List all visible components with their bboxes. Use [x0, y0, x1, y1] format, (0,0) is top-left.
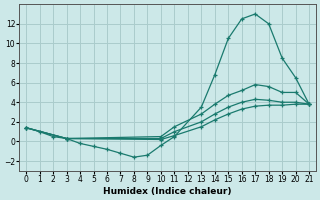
X-axis label: Humidex (Indice chaleur): Humidex (Indice chaleur)	[103, 187, 232, 196]
